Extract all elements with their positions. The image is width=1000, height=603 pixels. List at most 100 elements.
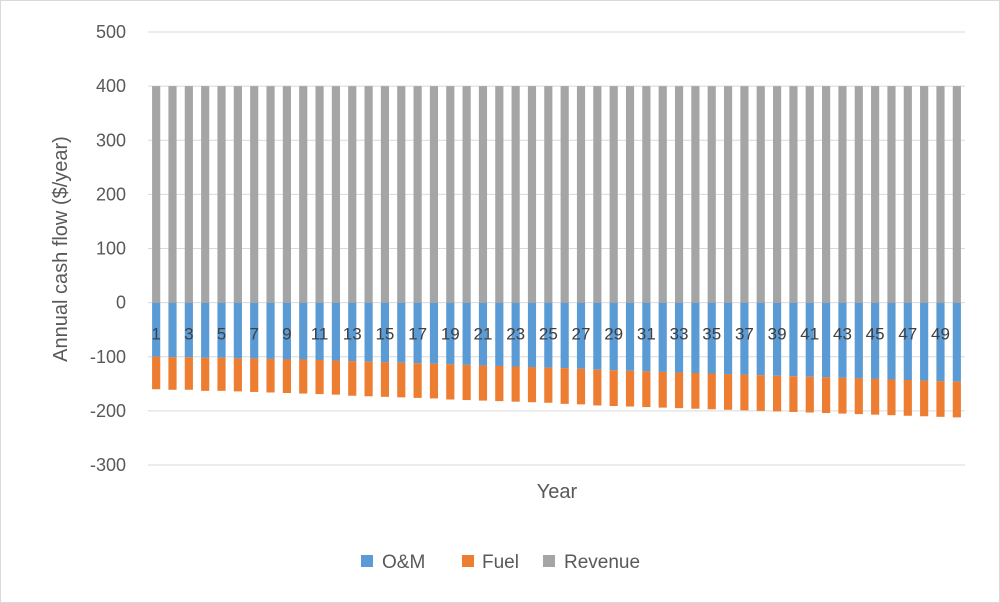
x-category-label: 23 bbox=[506, 325, 525, 344]
y-tick-label: 500 bbox=[96, 22, 126, 42]
bar-revenue-year-22 bbox=[495, 86, 504, 303]
bar-o-m-year-13 bbox=[348, 302, 357, 362]
bar-fuel-year-7 bbox=[250, 358, 259, 392]
bar-fuel-year-40 bbox=[789, 376, 798, 412]
bar-o-m-year-29 bbox=[609, 302, 618, 371]
x-category-label: 5 bbox=[217, 325, 226, 344]
bar-fuel-year-47 bbox=[903, 380, 912, 416]
bar-revenue-year-39 bbox=[773, 86, 782, 303]
bar-revenue-year-9 bbox=[282, 86, 291, 303]
bar-revenue-year-37 bbox=[740, 86, 749, 303]
bar-revenue-year-41 bbox=[805, 86, 814, 303]
bar-revenue-year-15 bbox=[380, 86, 390, 303]
bar-revenue-year-35 bbox=[707, 86, 716, 303]
bar-revenue-year-23 bbox=[511, 86, 520, 303]
bar-revenue-year-24 bbox=[527, 86, 537, 303]
bar-fuel-year-19 bbox=[446, 364, 455, 400]
bar-o-m-year-5 bbox=[217, 302, 226, 358]
bar-o-m-year-44 bbox=[854, 302, 863, 379]
bar-fuel-year-17 bbox=[413, 363, 422, 398]
bar-fuel-year-30 bbox=[625, 370, 635, 407]
bar-o-m-year-27 bbox=[576, 302, 586, 369]
legend-label: Fuel bbox=[482, 552, 519, 573]
x-category-label: 1 bbox=[151, 325, 160, 344]
x-category-label: 35 bbox=[702, 325, 721, 344]
bar-revenue-year-17 bbox=[413, 86, 422, 303]
bar-o-m-year-32 bbox=[658, 302, 667, 372]
legend: O&M Fuel Revenue bbox=[361, 552, 640, 573]
bar-o-m-year-48 bbox=[920, 302, 929, 381]
bar-revenue-year-16 bbox=[397, 86, 406, 303]
x-category-label: 33 bbox=[670, 325, 689, 344]
bar-fuel-year-44 bbox=[854, 378, 863, 415]
bar-fuel-year-31 bbox=[642, 371, 651, 408]
bar-fuel-year-5 bbox=[217, 357, 226, 391]
bar-fuel-year-11 bbox=[315, 360, 324, 395]
bar-fuel-year-43 bbox=[838, 377, 847, 414]
bar-fuel-year-29 bbox=[609, 370, 618, 406]
bar-fuel-year-10 bbox=[299, 359, 308, 394]
bar-fuel-year-3 bbox=[184, 357, 193, 390]
bar-revenue-year-13 bbox=[348, 86, 357, 303]
bar-revenue-year-32 bbox=[658, 86, 667, 303]
category-labels: 1 3 5 7 9 11 13 15 17 19 21 23 25 27 29 31 33 35 37 39 41 43 4… bbox=[151, 325, 950, 344]
bar-fuel-year-50 bbox=[952, 381, 961, 418]
bar-o-m-year-46 bbox=[887, 302, 896, 380]
bar-fuel-year-13 bbox=[348, 361, 357, 396]
bar-revenue-year-12 bbox=[331, 86, 340, 303]
bar-o-m-year-15 bbox=[380, 302, 390, 363]
bars bbox=[152, 86, 961, 418]
bar-fuel-year-38 bbox=[756, 375, 765, 411]
legend-label: O&M bbox=[382, 552, 425, 573]
bar-fuel-year-45 bbox=[871, 378, 880, 415]
y-tick-label: 200 bbox=[96, 184, 126, 204]
bar-o-m-year-45 bbox=[871, 302, 880, 379]
bar-o-m-year-19 bbox=[446, 302, 455, 365]
bar-fuel-year-4 bbox=[201, 357, 210, 391]
bar-fuel-year-21 bbox=[478, 365, 488, 401]
y-tick-label: -300 bbox=[90, 455, 126, 475]
x-category-label: 47 bbox=[898, 325, 917, 344]
bar-revenue-year-7 bbox=[250, 86, 259, 303]
x-category-label: 9 bbox=[282, 325, 291, 344]
x-category-label: 3 bbox=[184, 325, 193, 344]
bar-o-m-year-23 bbox=[511, 302, 520, 367]
bar-o-m-year-34 bbox=[691, 302, 700, 373]
x-category-label: 31 bbox=[637, 325, 656, 344]
bar-fuel-year-6 bbox=[233, 358, 242, 392]
bar-revenue-year-48 bbox=[920, 86, 929, 303]
bar-fuel-year-25 bbox=[544, 367, 553, 403]
y-axis-title: Annual cash flow ($/year) bbox=[50, 136, 72, 362]
bar-o-m-year-50 bbox=[952, 302, 961, 382]
bar-o-m-year-26 bbox=[560, 302, 569, 369]
bar-o-m-year-37 bbox=[740, 302, 749, 375]
bar-o-m-year-43 bbox=[838, 302, 847, 378]
bar-o-m-year-20 bbox=[462, 302, 471, 365]
bar-revenue-year-28 bbox=[593, 86, 602, 303]
bar-revenue-year-25 bbox=[544, 86, 553, 303]
bar-revenue-year-30 bbox=[625, 86, 635, 303]
bar-revenue-year-14 bbox=[364, 86, 373, 303]
bar-o-m-year-2 bbox=[168, 302, 177, 358]
bar-o-m-year-1 bbox=[152, 302, 161, 357]
bar-o-m-year-40 bbox=[789, 302, 798, 377]
bar-o-m-year-6 bbox=[233, 302, 242, 359]
bar-o-m-year-33 bbox=[674, 302, 684, 373]
x-category-label: 39 bbox=[768, 325, 787, 344]
bar-fuel-year-1 bbox=[152, 356, 161, 390]
bar-revenue-year-40 bbox=[789, 86, 798, 303]
bar-fuel-year-32 bbox=[658, 371, 667, 408]
bar-revenue-year-8 bbox=[266, 86, 275, 303]
bar-fuel-year-16 bbox=[397, 362, 406, 398]
bar-revenue-year-47 bbox=[903, 86, 912, 303]
x-category-label: 43 bbox=[833, 325, 852, 344]
y-tick-label: 300 bbox=[96, 130, 126, 150]
bar-fuel-year-27 bbox=[576, 368, 586, 405]
bar-o-m-year-9 bbox=[282, 302, 291, 360]
bar-fuel-year-33 bbox=[674, 372, 684, 409]
bar-o-m-year-8 bbox=[266, 302, 275, 359]
bar-fuel-year-36 bbox=[723, 374, 733, 410]
legend-swatch-revenue bbox=[543, 555, 555, 567]
bar-revenue-year-18 bbox=[429, 86, 439, 303]
